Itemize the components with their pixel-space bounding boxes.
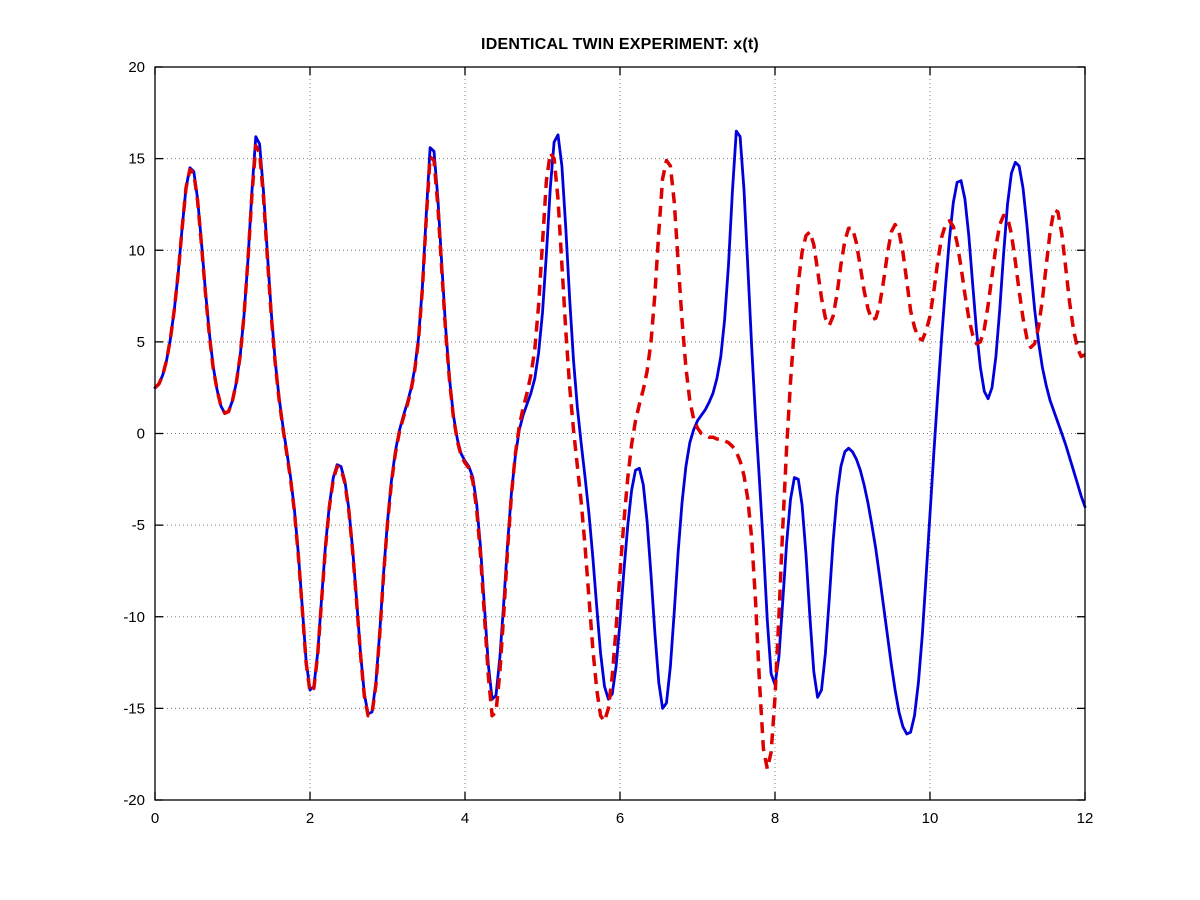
- y-tick-label: -20: [123, 792, 145, 809]
- x-tick-label: 12: [1077, 810, 1094, 827]
- y-tick-label: 5: [137, 334, 145, 351]
- y-tick-label: -10: [123, 609, 145, 626]
- y-tick-label: 15: [128, 151, 145, 168]
- y-tick-label: 0: [137, 426, 145, 443]
- x-tick-label: 0: [151, 810, 159, 827]
- x-tick-label: 6: [616, 810, 624, 827]
- chart-title: IDENTICAL TWIN EXPERIMENT: x(t): [481, 36, 759, 53]
- y-tick-label: 20: [128, 59, 145, 76]
- x-tick-label: 2: [306, 810, 314, 827]
- series-twin-trajectory-line: [153, 144, 1086, 771]
- y-tick-label: 10: [128, 242, 145, 259]
- x-tick-label: 8: [771, 810, 779, 827]
- y-tick-label: -5: [132, 517, 145, 534]
- x-tick-label: 4: [461, 810, 469, 827]
- x-tick-label: 10: [922, 810, 939, 827]
- y-tick-label: -15: [123, 700, 145, 717]
- series-truth-trajectory-line: [153, 129, 1087, 736]
